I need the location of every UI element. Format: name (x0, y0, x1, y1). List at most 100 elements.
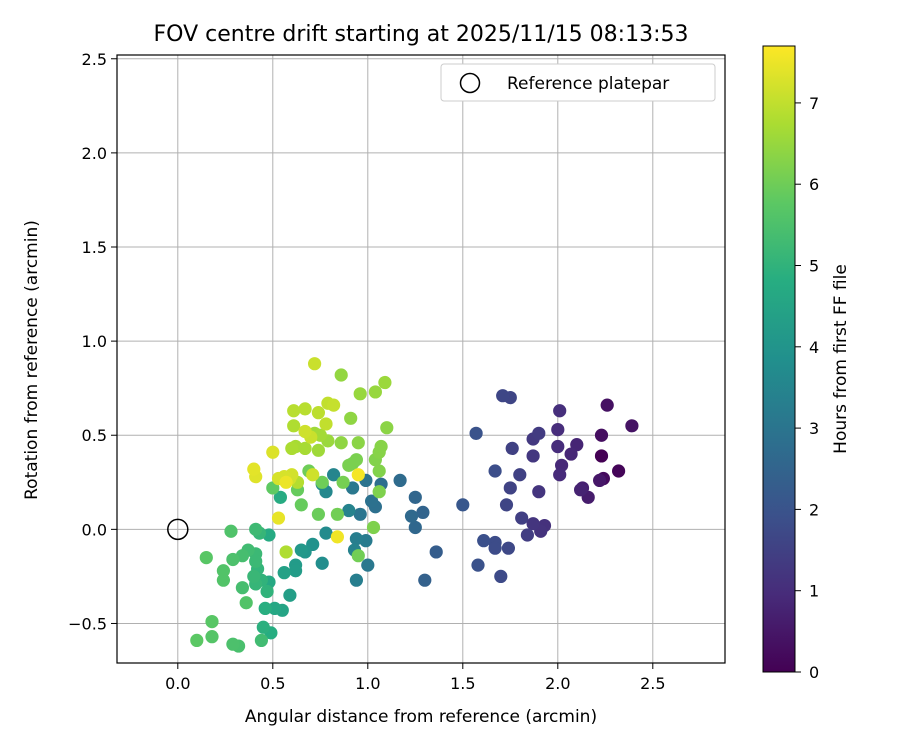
data-point (277, 566, 291, 580)
data-point (315, 556, 329, 570)
y-tick-label: 2.5 (82, 50, 107, 69)
data-point (372, 464, 386, 478)
data-point (235, 581, 249, 595)
data-point (315, 475, 329, 489)
colorbar-tick-label: 7 (809, 94, 819, 113)
data-point (308, 357, 322, 371)
data-point (319, 417, 333, 431)
colorbar-ticks: 0 1 2 3 4 5 6 7 (795, 94, 819, 682)
legend: Reference platepar (440, 63, 716, 102)
y-tick-label: −0.5 (68, 614, 107, 633)
colorbar-tick-label: 3 (809, 419, 819, 438)
data-point (505, 441, 519, 456)
data-point (520, 528, 535, 542)
data-point (408, 520, 422, 535)
data-point (266, 445, 280, 459)
data-point (594, 449, 609, 463)
data-point (471, 558, 485, 572)
data-point (283, 588, 297, 602)
y-axis-label: Rotation from reference (arcmin) (22, 220, 42, 500)
data-point (344, 411, 358, 425)
data-point (526, 449, 540, 463)
data-point (526, 517, 540, 531)
legend-box (440, 63, 716, 102)
data-point (205, 614, 219, 629)
data-point (294, 543, 308, 557)
y-tick-label: 0.5 (82, 426, 107, 445)
data-point (380, 421, 394, 435)
colorbar-gradient (762, 45, 796, 673)
data-point (336, 475, 350, 489)
legend-label: Reference platepar (507, 74, 669, 94)
data-point (199, 550, 213, 565)
data-point (366, 520, 381, 535)
data-point (239, 596, 253, 610)
data-point (342, 458, 356, 472)
data-point (298, 424, 312, 439)
data-point (226, 637, 240, 651)
data-point (499, 498, 514, 512)
data-point (501, 541, 515, 555)
data-point (368, 385, 382, 399)
data-point (327, 468, 341, 482)
x-tick-label: 1.5 (450, 674, 475, 693)
data-point (594, 428, 609, 442)
colorbar-tick-label: 4 (809, 338, 819, 357)
data-point (625, 419, 639, 433)
data-point (216, 573, 230, 587)
data-point (600, 398, 614, 412)
data-point (574, 483, 588, 497)
data-point (349, 532, 363, 546)
data-point (334, 436, 348, 450)
data-point (551, 422, 565, 437)
data-point (408, 490, 422, 504)
data-point (372, 485, 386, 499)
data-point (330, 507, 344, 521)
data-point (247, 569, 261, 584)
data-point (612, 464, 626, 478)
data-point (319, 526, 333, 540)
data-point (260, 584, 274, 599)
data-point (289, 564, 303, 578)
data-point (593, 473, 607, 488)
x-tick-label: 0.0 (165, 674, 190, 693)
data-point (273, 490, 287, 504)
legend-marker (459, 72, 481, 94)
data-point (256, 620, 270, 634)
data-point (374, 439, 388, 454)
y-axis: −0.5 0.0 0.5 1.0 1.5 2.0 2.5 (68, 50, 117, 633)
data-point (496, 389, 510, 403)
y-tick-label: 1.5 (82, 238, 107, 257)
data-point (346, 481, 360, 495)
data-point (311, 507, 325, 521)
x-tick-label: 0.5 (260, 674, 285, 693)
data-point (334, 368, 348, 382)
colorbar-tick-label: 1 (809, 582, 819, 601)
data-point (279, 545, 293, 559)
data-point (564, 447, 578, 461)
data-point (349, 573, 363, 587)
data-point (351, 436, 365, 450)
data-point (311, 443, 325, 457)
data-point (503, 481, 517, 495)
data-point (416, 505, 430, 520)
data-point (477, 534, 491, 548)
data-point (330, 530, 344, 544)
data-point (224, 524, 238, 538)
data-point (515, 511, 529, 525)
data-point (361, 558, 375, 572)
data-point (311, 406, 325, 420)
data-point (249, 554, 263, 568)
data-point (353, 387, 367, 401)
data-point (551, 439, 565, 454)
data-point (553, 404, 567, 418)
data-points (167, 357, 639, 653)
x-tick-label: 2.5 (640, 674, 665, 693)
colorbar-tick-label: 2 (809, 500, 819, 519)
data-point (488, 541, 502, 555)
data-point (342, 503, 356, 518)
data-point (378, 375, 392, 390)
data-point (365, 494, 379, 508)
data-point (404, 509, 419, 523)
